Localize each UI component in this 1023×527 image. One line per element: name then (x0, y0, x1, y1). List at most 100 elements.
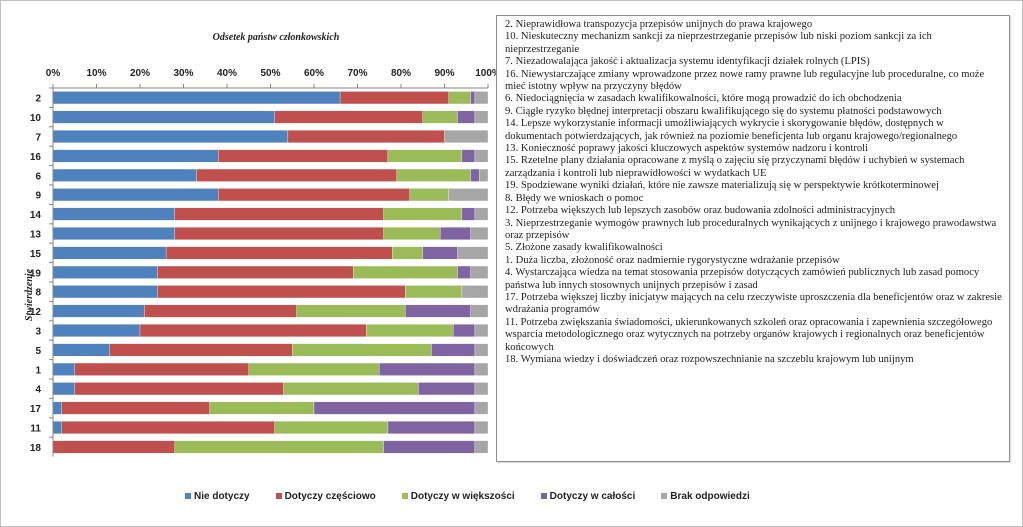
bar-2-series-1 (52, 91, 341, 105)
bar-1-series-2 (74, 362, 249, 376)
bar-7-series-2 (287, 130, 445, 143)
category-label: 2 (35, 94, 41, 105)
bar-17-series-5 (474, 401, 489, 415)
bar-13-series-1 (52, 227, 175, 240)
bar-6-series-2 (196, 168, 397, 182)
x-tick-label: 50% (260, 68, 280, 79)
legend-item: Dotyczy w całości (540, 491, 635, 502)
category-label: 14 (30, 210, 42, 221)
bar-13-series-3 (383, 227, 441, 240)
bar-19-series-2 (157, 265, 354, 279)
category-label: 18 (30, 443, 42, 454)
bar-10-series-2 (274, 110, 423, 124)
bar-5-series-2 (109, 343, 293, 357)
category-label: 6 (35, 171, 41, 182)
bar-14-series-5 (474, 207, 489, 221)
x-tick-label: 60% (304, 68, 324, 79)
bar-3-series-5 (474, 324, 489, 337)
statement-item: 14. Lepsze wykorzystanie informacji umoż… (505, 118, 958, 142)
statement-list: 2. Nieprawidłowa transpozycja przepisów … (505, 19, 1003, 366)
bar-1-series-5 (474, 362, 489, 376)
bar-15-series-3 (392, 246, 423, 260)
bar-14-series-1 (52, 207, 175, 221)
bar-15-series-2 (165, 246, 393, 260)
x-tick-label: 10% (86, 68, 106, 79)
bar-1-series-1 (52, 362, 75, 376)
category-label: 12 (30, 307, 42, 318)
statement-item: 18. Wymiana wiedzy i doświadczeń oraz ro… (505, 353, 914, 365)
bar-18-series-3 (174, 440, 384, 454)
x-tick-label: 100% (475, 68, 501, 79)
bar-17-series-4 (313, 401, 476, 415)
statement-item: 1. Duża liczba, złożoność oraz nadmierni… (505, 254, 840, 266)
bar-19-series-5 (470, 265, 489, 279)
legend-item: Brak odpowiedzi (661, 491, 750, 502)
bar-4-series-4 (418, 382, 476, 396)
bar-11-series-5 (474, 421, 489, 434)
x-tick-label: 80% (391, 68, 411, 79)
category-label: 19 (30, 268, 42, 279)
statement-item: 2. Nieprawidłowa transpozycja przepisów … (505, 19, 813, 30)
bar-12-series-2 (144, 304, 297, 318)
bar-10-series-1 (52, 110, 276, 124)
bar-7-series-1 (52, 130, 289, 143)
bar-12-series-4 (405, 304, 471, 318)
category-label: 3 (35, 327, 41, 338)
bar-13-series-5 (470, 227, 489, 240)
statement-item: 10. Nieskuteczny mechanizm sankcji za ni… (505, 31, 932, 55)
bar-2-series-3 (448, 91, 471, 105)
bar-2-series-5 (474, 91, 489, 105)
statement-item: 19. Spodziewane wyniki działań, które ni… (505, 180, 939, 192)
bar-15-series-4 (422, 246, 458, 260)
bar-12-series-3 (296, 304, 406, 318)
statement-item: 3. Nieprzestrzeganie wymogów prawnych lu… (505, 217, 997, 241)
statement-item: 6. Niedociągnięcia w zasadach kwalifikow… (505, 93, 902, 105)
bar-12-series-5 (470, 304, 489, 318)
bar-3-series-4 (453, 324, 476, 337)
bar-12-series-1 (52, 304, 145, 318)
bar-19-series-4 (457, 265, 471, 279)
statement-item: 7. Niezadowalająca jakość i aktualizacja… (505, 56, 870, 68)
statement-item: 9. Ciągłe ryzyko błędnej interpretacji o… (505, 105, 942, 117)
bar-7-series-5 (444, 130, 489, 143)
bar-11-series-1 (52, 421, 62, 434)
bar-11-series-2 (61, 421, 275, 434)
bar-10-series-5 (474, 110, 489, 124)
bar-18-series-2 (52, 440, 175, 454)
bar-6-series-1 (52, 168, 197, 182)
category-label: 15 (30, 249, 42, 260)
legend-swatch (275, 493, 282, 499)
statement-item: 15. Rzetelne plany działania opracowane … (505, 155, 965, 179)
bar-8-series-2 (157, 285, 406, 299)
statement-item: 12. Potrzeba większych lub lepszych zaso… (505, 205, 896, 217)
bar-3-series-3 (366, 324, 454, 337)
statement-list-box: 2. Nieprawidłowa transpozycja przepisów … (496, 15, 1010, 462)
bar-19-series-1 (52, 265, 158, 279)
bar-5-series-5 (474, 343, 489, 357)
bar-3-series-2 (139, 324, 367, 337)
statement-item: 17. Potrzeba większej liczby inicjatyw m… (505, 291, 1002, 316)
bar-1-series-4 (379, 362, 476, 376)
bar-6-series-5 (479, 168, 489, 182)
legend-label: Dotyczy w większości (410, 490, 515, 502)
bar-8-series-3 (405, 285, 463, 299)
bar-13-series-2 (174, 227, 384, 240)
bar-18-series-4 (383, 440, 476, 454)
legend-swatch (185, 493, 191, 499)
bar-13-series-4 (439, 227, 471, 240)
category-label: 17 (30, 404, 42, 415)
bar-14-series-3 (383, 207, 463, 221)
statement-item: 4. Wystarczająca wiedza na temat stosowa… (505, 267, 980, 291)
x-tick-label: 70% (347, 68, 367, 79)
category-label: 1 (35, 365, 41, 376)
legend-item: Dotyczy w większości (401, 490, 515, 502)
legend-label: Nie dotyczy (194, 490, 250, 502)
bar-16-series-2 (218, 149, 389, 163)
x-tick-label: 0% (46, 68, 61, 79)
bar-4-series-3 (283, 382, 419, 396)
bar-16-series-4 (461, 149, 476, 163)
bar-19-series-3 (352, 265, 458, 279)
bar-11-series-3 (274, 421, 389, 434)
bar-17-series-3 (209, 401, 315, 415)
